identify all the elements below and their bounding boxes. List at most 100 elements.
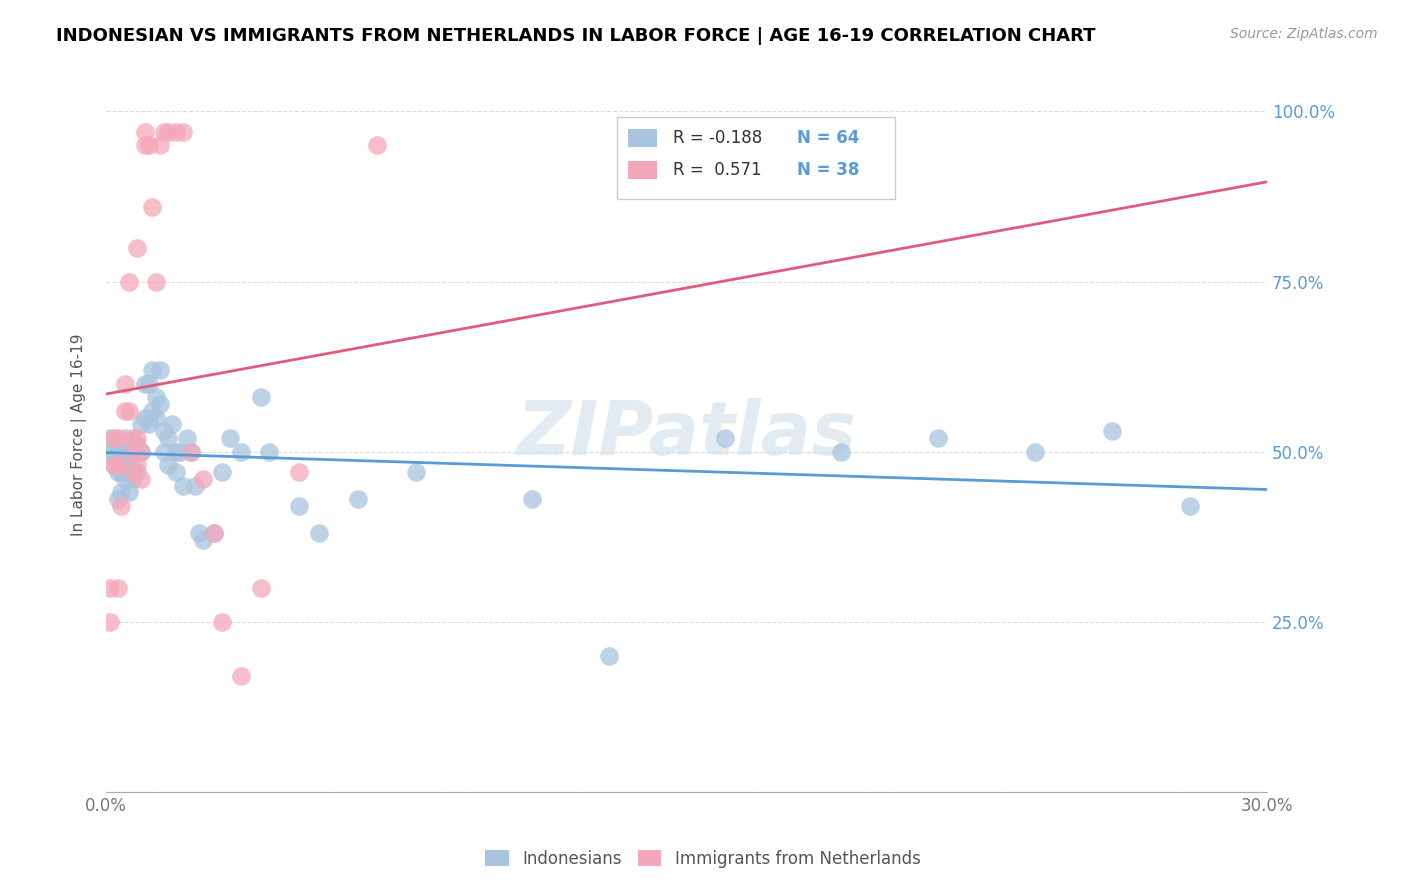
Point xyxy=(288,499,311,513)
Point xyxy=(103,431,125,445)
Point xyxy=(153,125,176,139)
Bar xyxy=(617,117,896,199)
Point xyxy=(125,465,148,479)
Point xyxy=(156,125,179,139)
Point xyxy=(149,397,172,411)
Point xyxy=(103,458,125,473)
Point xyxy=(110,444,132,458)
Text: N = 64: N = 64 xyxy=(797,129,859,147)
Point xyxy=(180,444,202,458)
Point xyxy=(125,458,148,473)
Point xyxy=(165,444,187,458)
Point xyxy=(714,431,737,445)
Point xyxy=(1024,444,1046,458)
Point xyxy=(288,465,311,479)
Point xyxy=(249,581,271,595)
Y-axis label: In Labor Force | Age 16-19: In Labor Force | Age 16-19 xyxy=(72,334,87,536)
Point xyxy=(169,444,191,458)
Point xyxy=(98,581,121,595)
Point xyxy=(598,648,620,663)
Point xyxy=(98,615,121,629)
Point xyxy=(134,376,156,391)
Point xyxy=(125,438,148,452)
Point xyxy=(107,492,129,507)
Point xyxy=(122,465,145,479)
Point xyxy=(202,526,225,541)
Point xyxy=(231,669,253,683)
Point xyxy=(191,533,214,547)
Point xyxy=(249,390,271,404)
Point xyxy=(125,431,148,445)
Point xyxy=(107,581,129,595)
Point xyxy=(118,275,141,289)
Point xyxy=(141,403,163,417)
Point xyxy=(114,431,136,445)
Text: ZIPatlas: ZIPatlas xyxy=(516,398,856,471)
Point xyxy=(114,376,136,391)
Point xyxy=(129,472,152,486)
Point xyxy=(134,125,156,139)
Point xyxy=(107,458,129,473)
Point xyxy=(122,444,145,458)
Point xyxy=(153,444,176,458)
Point xyxy=(138,417,160,432)
Point xyxy=(98,444,121,458)
Text: N = 38: N = 38 xyxy=(797,161,859,179)
Point xyxy=(184,478,207,492)
Bar xyxy=(628,129,658,147)
Point xyxy=(153,424,176,438)
Point xyxy=(156,458,179,473)
Point xyxy=(231,444,253,458)
Point xyxy=(138,138,160,153)
Point xyxy=(346,492,368,507)
Point xyxy=(118,444,141,458)
Point xyxy=(122,431,145,445)
Point xyxy=(98,431,121,445)
Point xyxy=(187,526,209,541)
Text: INDONESIAN VS IMMIGRANTS FROM NETHERLANDS IN LABOR FORCE | AGE 16-19 CORRELATION: INDONESIAN VS IMMIGRANTS FROM NETHERLAND… xyxy=(56,27,1095,45)
Point xyxy=(103,444,125,458)
Point xyxy=(149,363,172,377)
Point xyxy=(138,376,160,391)
Point xyxy=(125,240,148,254)
Point xyxy=(191,472,214,486)
Point xyxy=(122,444,145,458)
Point xyxy=(149,138,172,153)
Point xyxy=(366,138,388,153)
Legend: Indonesians, Immigrants from Netherlands: Indonesians, Immigrants from Netherlands xyxy=(478,844,928,875)
Point xyxy=(165,125,187,139)
Point xyxy=(172,125,194,139)
Point xyxy=(180,444,202,458)
Point xyxy=(129,417,152,432)
Point xyxy=(145,410,167,425)
Point xyxy=(172,478,194,492)
Point xyxy=(160,417,183,432)
Point xyxy=(107,444,129,458)
Point xyxy=(927,431,949,445)
Point xyxy=(114,472,136,486)
Point xyxy=(122,472,145,486)
Point xyxy=(308,526,330,541)
Point xyxy=(107,465,129,479)
Point xyxy=(134,410,156,425)
Point xyxy=(211,615,233,629)
Point xyxy=(145,275,167,289)
Point xyxy=(145,390,167,404)
Point xyxy=(118,485,141,500)
Point xyxy=(202,526,225,541)
Point xyxy=(107,431,129,445)
Point xyxy=(257,444,280,458)
Point xyxy=(118,458,141,473)
Point xyxy=(156,431,179,445)
Point xyxy=(211,465,233,479)
Point xyxy=(110,465,132,479)
Point xyxy=(103,458,125,473)
Point xyxy=(141,200,163,214)
Point xyxy=(520,492,543,507)
Point xyxy=(134,138,156,153)
Point xyxy=(129,444,152,458)
Point xyxy=(218,431,240,445)
Text: Source: ZipAtlas.com: Source: ZipAtlas.com xyxy=(1230,27,1378,41)
Text: R =  0.571: R = 0.571 xyxy=(672,161,761,179)
Point xyxy=(405,465,427,479)
